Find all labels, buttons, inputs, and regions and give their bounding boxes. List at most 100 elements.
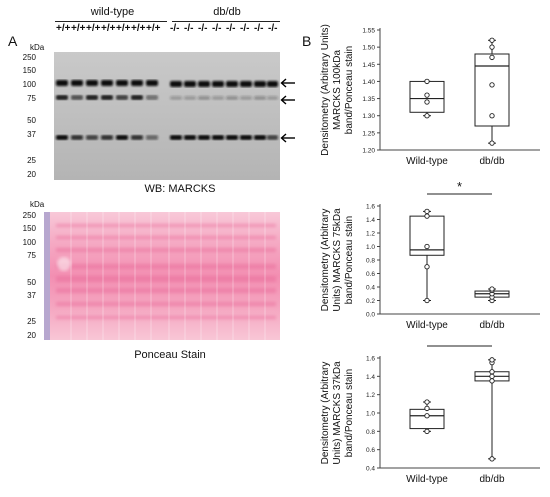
data-point: [424, 428, 430, 434]
y-tick-label: 0.8: [366, 429, 375, 436]
x-category-label: Wild-type: [406, 320, 448, 331]
y-axis-label-line: MARCKS 100kDa: [332, 50, 343, 130]
y-tick-label: 1.6: [366, 204, 375, 211]
data-point: [424, 399, 430, 405]
data-point: [424, 78, 430, 85]
y-tick-label: 1.55: [362, 28, 375, 35]
data-point: [424, 405, 430, 412]
group-label-wild-type: wild-type: [90, 6, 135, 18]
data-point: [424, 413, 430, 419]
data-point: [489, 82, 495, 88]
wb-marker: 37: [27, 130, 36, 139]
wb-marker: 25: [27, 156, 36, 165]
lane-sign: -/-: [240, 23, 250, 34]
ponceau-marker: 20: [27, 331, 36, 340]
ponceau-marker: 75: [27, 251, 36, 260]
panel-b-label: B: [302, 33, 312, 49]
box-plot-37kda: 0.4 0.6 0.8 1.0 1.2 1.4 1.6 Densitometry (Arbit…: [320, 342, 540, 485]
ponceau-caption: Ponceau Stain: [134, 349, 206, 361]
lane-sign: +/+: [131, 23, 146, 34]
lane-signs: +/+ +/+ +/+ +/+ +/+ +/+ +/+ -/- -/- -/- …: [53, 23, 283, 51]
lane-sign: -/-: [198, 23, 208, 34]
band-arrow-100: [280, 78, 295, 88]
wb-marker: 50: [27, 116, 36, 125]
y-axis-label-line: band/Ponceau stain: [344, 369, 355, 457]
band-arrow-75: [280, 95, 295, 105]
data-point: [489, 37, 495, 43]
y-tick-label: 1.40: [362, 79, 375, 86]
lane-sign: -/-: [268, 23, 278, 34]
lane-sign: +/+: [116, 23, 131, 34]
y-tick-label: 0.6: [366, 271, 375, 278]
ponceau-marker: 37: [27, 291, 36, 300]
x-category-label: db/db: [479, 474, 504, 485]
x-category-label: db/db: [479, 156, 504, 167]
data-point: [489, 286, 495, 292]
y-tick-label: 1.6: [366, 356, 375, 363]
y-tick-label: 1.30: [362, 113, 375, 120]
y-axis-label-line: band/Ponceau stain: [344, 216, 355, 304]
y-tick-label: 1.4: [366, 217, 375, 224]
data-point: [489, 54, 495, 61]
y-axis-label-line: Densitometry (Arbitrary Units): [320, 24, 331, 156]
data-point: [424, 243, 430, 250]
ponceau-marker: 150: [22, 224, 36, 233]
y-tick-label: 1.2: [366, 231, 375, 238]
data-point: [424, 208, 430, 215]
data-point: [489, 44, 495, 50]
data-point: [424, 213, 430, 219]
data-point: [489, 373, 495, 379]
box: [409, 408, 445, 430]
y-tick-label: 1.45: [362, 62, 375, 69]
wb-caption: WB: MARCKS: [144, 183, 216, 195]
lane-sign: -/-: [170, 23, 180, 34]
ponceau-kda-label: kDa: [30, 200, 45, 209]
data-point: [424, 264, 430, 270]
y-tick-label: 1.2: [366, 392, 375, 399]
group-label-db-db: db/db: [213, 6, 241, 18]
x-category-label: db/db: [479, 320, 504, 331]
lane-sign: -/-: [226, 23, 236, 34]
data-point: [489, 357, 495, 363]
significance-marker: *: [457, 179, 462, 194]
lane-sign: +/+: [71, 23, 86, 34]
ponceau-marker: 250: [22, 211, 36, 220]
lane-sign: +/+: [146, 23, 161, 34]
wb-kda-label: kDa: [30, 43, 45, 52]
y-tick-label: 0.4: [366, 466, 375, 473]
lane-sign: +/+: [56, 23, 71, 34]
western-blot-image: [54, 52, 280, 180]
ponceau-marker: 50: [27, 278, 36, 287]
ponceau-marker: 100: [22, 238, 36, 247]
panel-a-label: A: [8, 33, 18, 49]
y-axis-label-line: Densitometry (Arbitrary: [320, 362, 331, 465]
wb-marker: 20: [27, 170, 36, 179]
data-point: [489, 113, 495, 119]
group-underline-db-db: [172, 21, 280, 22]
ponceau-stain-image: [44, 212, 280, 340]
lane-sign: +/+: [101, 23, 116, 34]
y-tick-label: 1.4: [366, 374, 375, 381]
data-point: [489, 369, 495, 375]
wb-marker: 100: [22, 80, 36, 89]
y-tick-label: 1.35: [362, 96, 375, 103]
group-underline-wild-type: [55, 21, 167, 22]
y-axis-label-line: Units) MARCKS 75kDa: [332, 208, 343, 312]
y-tick-label: 1.20: [362, 148, 375, 155]
y-axis-label-line: Units) MARCKS 37kDa: [332, 361, 343, 465]
y-tick-label: 1.0: [366, 244, 375, 251]
y-axis-label-line: Densitometry (Arbitrary: [320, 209, 331, 312]
data-point: [489, 378, 495, 384]
y-tick-label: 1.0: [366, 411, 375, 418]
data-point: [424, 99, 430, 105]
y-tick-label: 0.6: [366, 447, 375, 454]
y-tick-label: 0.8: [366, 258, 375, 265]
wb-marker: 75: [27, 94, 36, 103]
y-tick-label: 0.0: [366, 312, 375, 319]
data-point: [489, 140, 495, 146]
significance-marker: *: [457, 342, 462, 346]
data-point: [489, 456, 495, 462]
data-point: [424, 113, 430, 119]
y-tick-label: 1.25: [362, 130, 375, 137]
lane-sign: -/-: [184, 23, 194, 34]
